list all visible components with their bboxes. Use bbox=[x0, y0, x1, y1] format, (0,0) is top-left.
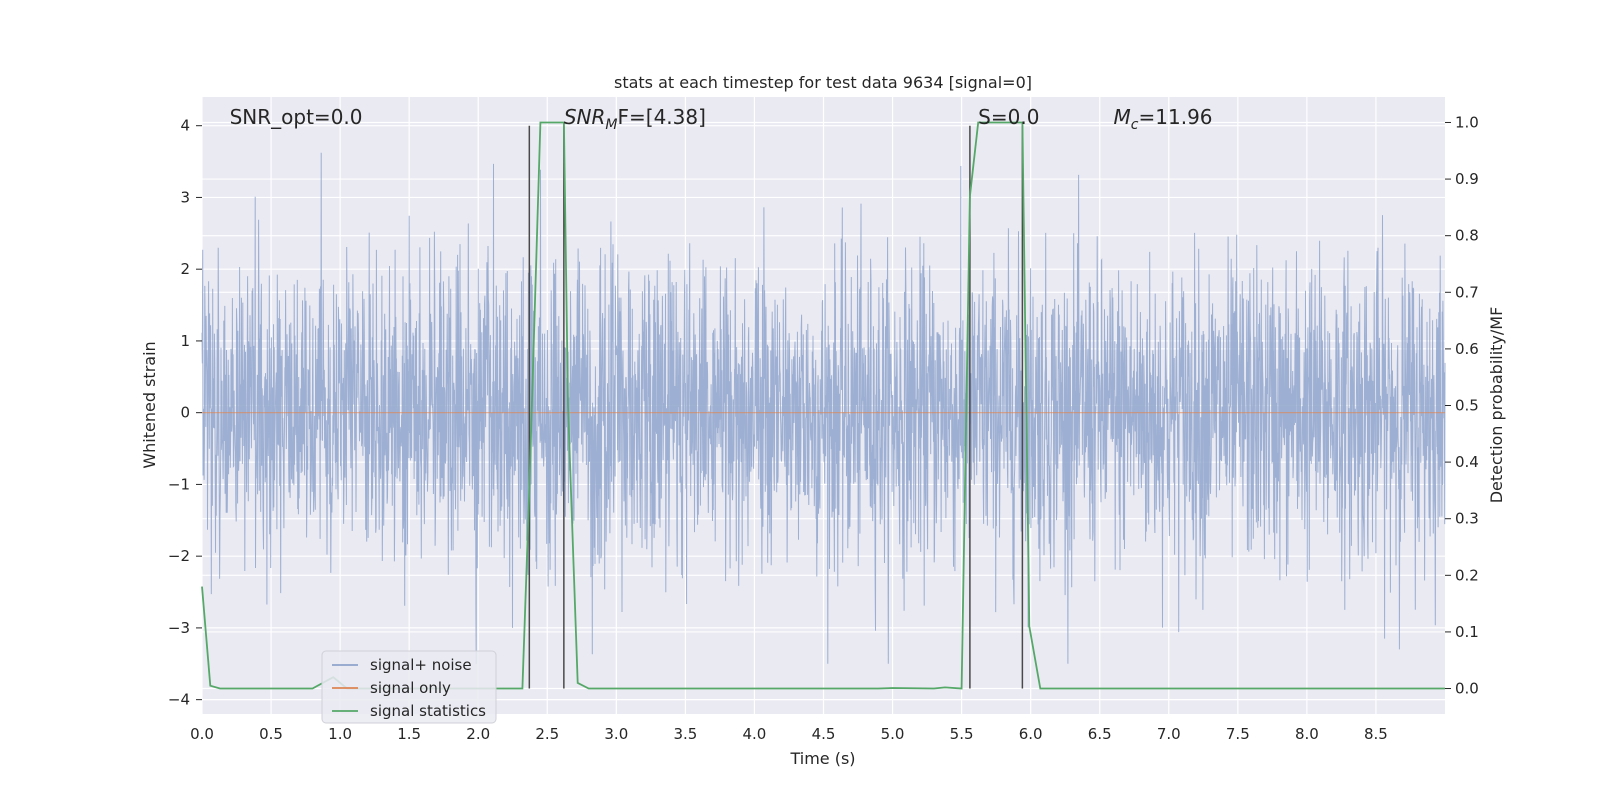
x-tick-label: 0.5 bbox=[259, 725, 283, 743]
y-axis-right-label: Detection probability/MF bbox=[1487, 307, 1506, 504]
x-tick-label: 7.0 bbox=[1157, 725, 1181, 743]
signal-noise-series bbox=[201, 152, 1446, 664]
x-tick-label: 8.5 bbox=[1364, 725, 1388, 743]
y-right-tick-label: 1.0 bbox=[1455, 113, 1479, 131]
x-tick-label: 1.5 bbox=[397, 725, 421, 743]
x-tick-label: 5.5 bbox=[950, 725, 974, 743]
y-tick-label: 1 bbox=[180, 332, 190, 350]
y-right-tick-label: 0.0 bbox=[1455, 680, 1479, 698]
signal-noise-line bbox=[201, 152, 1446, 664]
y-right-tick-label: 0.8 bbox=[1455, 227, 1479, 245]
chart-title: stats at each timestep for test data 963… bbox=[614, 73, 1032, 92]
annotation-text: SNR_opt=0.0 bbox=[230, 105, 363, 129]
x-tick-label: 6.0 bbox=[1019, 725, 1043, 743]
x-tick-label: 8.0 bbox=[1295, 725, 1319, 743]
y-tick-label: 2 bbox=[180, 260, 190, 278]
annotations: SNR_opt=0.0 SNRMF=[4.38] S=0.0 Mc=11.96 bbox=[230, 105, 1213, 133]
legend: signal+ noise signal only signal statistic… bbox=[321, 650, 497, 724]
y-axis-label: Whitened strain bbox=[140, 341, 159, 468]
x-tick-label: 0.0 bbox=[190, 725, 214, 743]
annotation-text: SNRMF=[4.38] bbox=[564, 105, 706, 133]
x-tick-label: 6.5 bbox=[1088, 725, 1112, 743]
y-right-tick-label: 0.4 bbox=[1455, 453, 1479, 471]
y-tick-label: −3 bbox=[168, 619, 190, 637]
x-tick-label: 4.5 bbox=[812, 725, 836, 743]
y-right-tick-label: 0.1 bbox=[1455, 623, 1479, 641]
y-tick-label: −1 bbox=[168, 475, 190, 493]
y-right-tick-label: 0.3 bbox=[1455, 510, 1479, 528]
y-tick-label: 0 bbox=[180, 404, 190, 422]
y-right-tick-label: 0.9 bbox=[1455, 170, 1479, 188]
x-axis-label: Time (s) bbox=[789, 749, 855, 768]
legend-label: signal only bbox=[370, 679, 451, 697]
legend-box bbox=[321, 650, 497, 724]
x-tick-label: 3.0 bbox=[604, 725, 628, 743]
legend-label: signal statistics bbox=[370, 702, 486, 720]
y-right-tick-label: 0.5 bbox=[1455, 397, 1479, 415]
y-right-tick-label: 0.6 bbox=[1455, 340, 1479, 358]
y-tick-label: 4 bbox=[180, 117, 190, 135]
x-tick-label: 2.0 bbox=[466, 725, 490, 743]
x-tick-label: 4.0 bbox=[743, 725, 767, 743]
annotation-text: Mc=11.96 bbox=[1114, 105, 1213, 133]
x-tick-label: 5.0 bbox=[881, 725, 905, 743]
x-tick-label: 7.5 bbox=[1226, 725, 1250, 743]
y-tick-label: 3 bbox=[180, 188, 190, 206]
annotation-text: S=0.0 bbox=[978, 105, 1039, 129]
grid bbox=[201, 97, 1445, 714]
ticks: 0.0 0.5 1.0 1.5 2.0 2.5 3.0 3.5 4.0 4.5 5.0 5.5 6.0 6… bbox=[168, 113, 1479, 743]
x-tick-label: 3.5 bbox=[673, 725, 697, 743]
y-tick-label: −4 bbox=[168, 691, 190, 709]
y-right-tick-label: 0.7 bbox=[1455, 283, 1479, 301]
y-right-tick-label: 0.2 bbox=[1455, 566, 1479, 584]
x-tick-label: 2.5 bbox=[535, 725, 559, 743]
y-tick-label: −2 bbox=[168, 547, 190, 565]
x-tick-label: 1.0 bbox=[328, 725, 352, 743]
legend-label: signal+ noise bbox=[370, 656, 472, 674]
